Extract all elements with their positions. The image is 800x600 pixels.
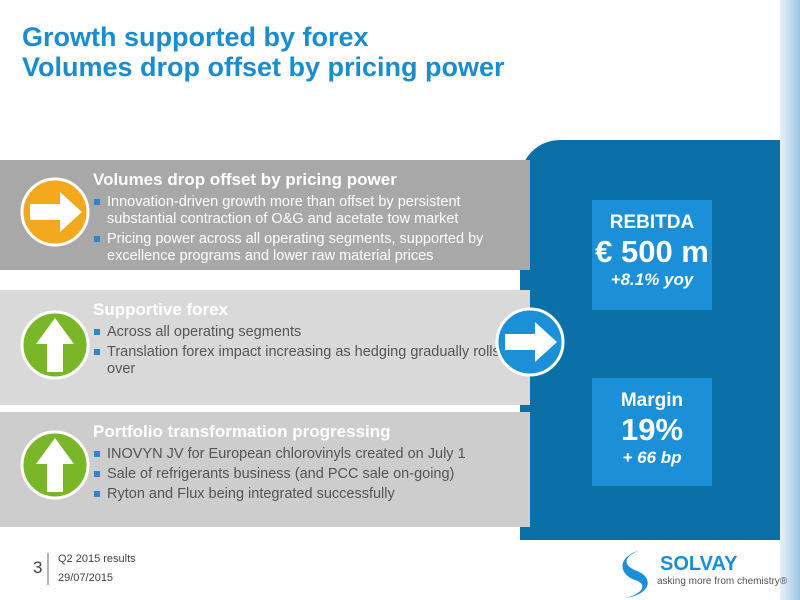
- bullet: Translation forex impact increasing as h…: [94, 344, 517, 378]
- kpi-box: Margin 19% + 66 bp: [592, 378, 712, 486]
- section-heading: Volumes drop offset by pricing power: [93, 170, 397, 189]
- report-name: Q2 2015 results: [58, 553, 136, 565]
- kpi-label: Margin: [620, 390, 684, 411]
- tagline: asking more from chemistry®: [657, 576, 788, 587]
- report-date: 29/07/2015: [58, 572, 114, 584]
- bullet: Sale of refrigerants business (and PCC s…: [94, 466, 517, 483]
- logo-mark: [622, 550, 648, 598]
- bullet: Pricing power across all operating segme…: [94, 231, 517, 265]
- orange-arrow-icon: [20, 177, 90, 247]
- kpi-value: 19%: [620, 412, 684, 447]
- bullet: Across all operating segments: [94, 324, 517, 341]
- title: Growth supported by forex Volumes drop of…: [22, 22, 505, 82]
- bullet-list: Across all operating segments Translation…: [94, 324, 517, 381]
- section-heading: Portfolio transformation progressing: [93, 422, 391, 441]
- title-line: Growth supported by forex: [22, 22, 369, 52]
- kpi-change: + 66 bp: [622, 448, 682, 467]
- bullet: Ryton and Flux being integrated successf…: [94, 486, 517, 503]
- side-strip: [780, 0, 800, 600]
- bullet: Innovation-driven growth more than offse…: [94, 194, 517, 228]
- section-heading: Supportive forex: [93, 300, 229, 319]
- kpi-value: € 500 m: [595, 234, 709, 269]
- kpi-box: REBITDA € 500 m +8.1% yoy: [592, 200, 712, 310]
- blue-arrow-icon: [495, 307, 565, 377]
- green-up-icon: [20, 310, 90, 380]
- bullet-list: Innovation-driven growth more than offse…: [94, 194, 517, 268]
- brand: SOLVAY: [660, 553, 738, 575]
- bullet-list: INOVYN JV for European chlorovinyls crea…: [94, 446, 517, 506]
- title-line: Volumes drop offset by pricing power: [22, 52, 505, 82]
- page-number: 3: [33, 558, 43, 577]
- kpi-change: +8.1% yoy: [610, 270, 694, 289]
- green-up-icon: [20, 430, 90, 500]
- bullet: INOVYN JV for European chlorovinyls crea…: [94, 446, 517, 463]
- kpi-label: REBITDA: [609, 212, 695, 233]
